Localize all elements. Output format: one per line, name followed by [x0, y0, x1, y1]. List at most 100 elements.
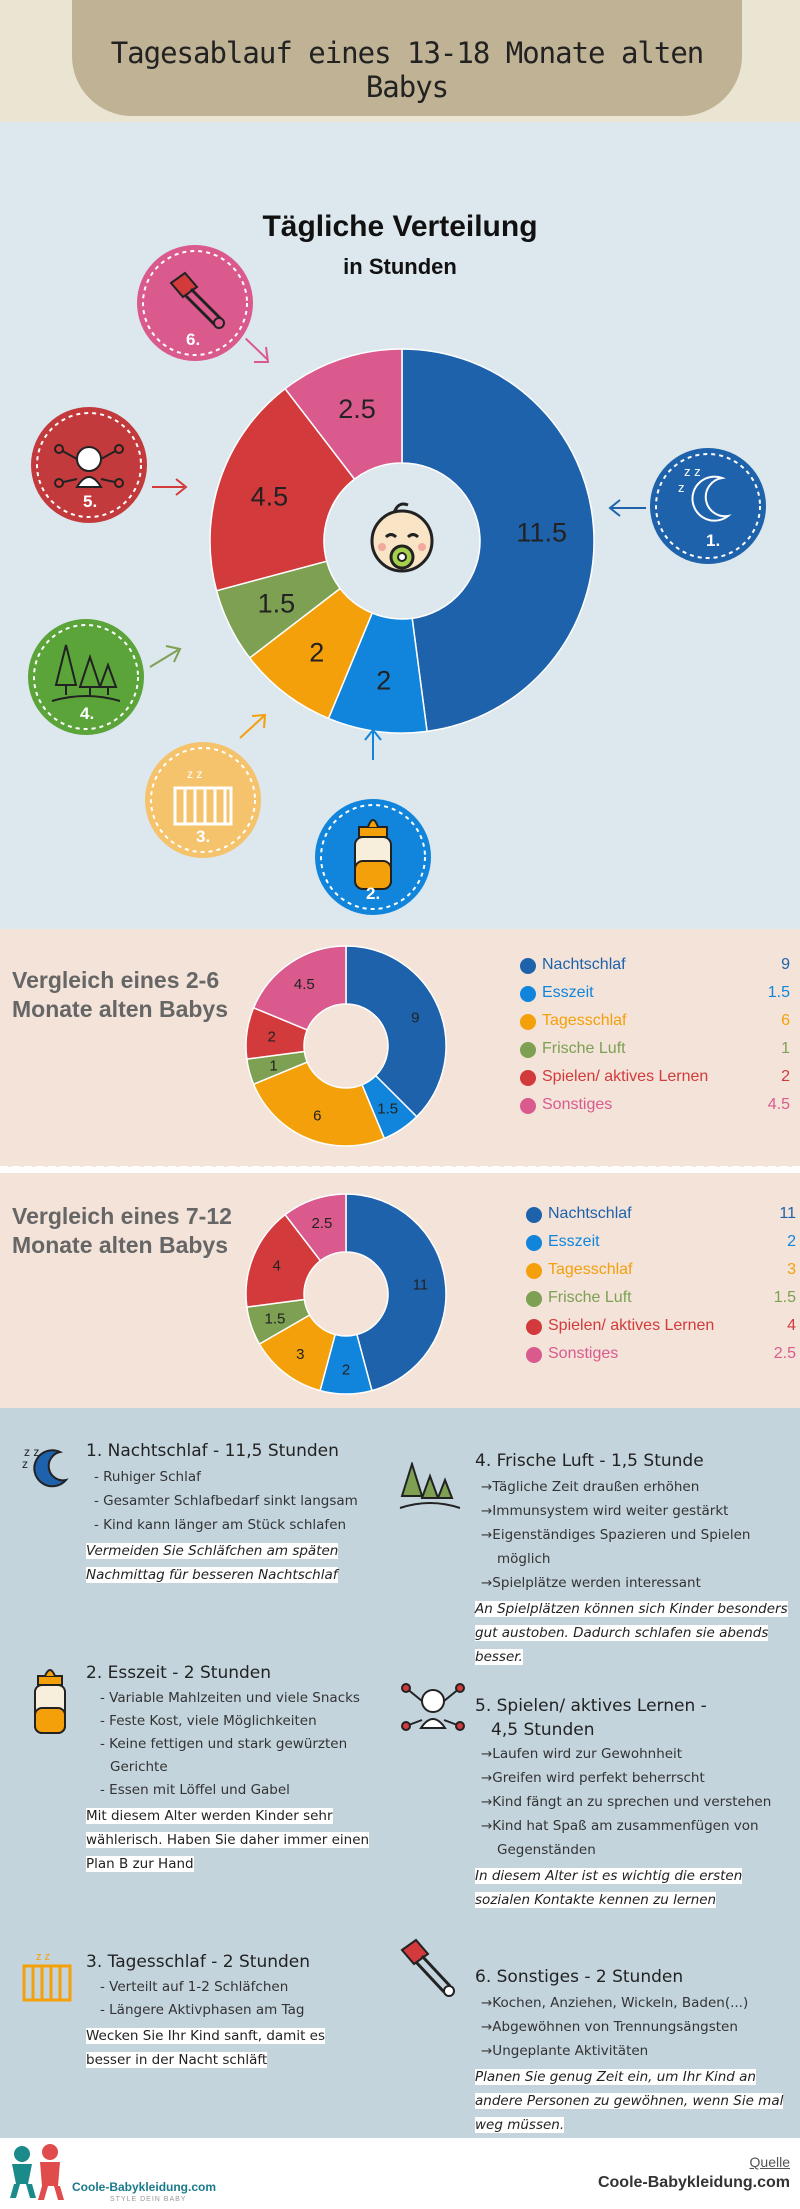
detail-2-note: wählerisch. Haben Sie daher immer einen [86, 1832, 369, 1848]
detail-4-title: 4. Frische Luft - 1,5 Stunde [475, 1451, 795, 1471]
legend-value: 6 [781, 1012, 790, 1030]
detail-4-item: möglich [497, 1547, 795, 1571]
detail-1-item: - Ruhiger Schlaf [94, 1465, 386, 1489]
legend-item: Nachtschlaf9 [520, 955, 790, 983]
legend-value: 1 [781, 1040, 790, 1058]
section-divider [0, 1166, 800, 1170]
detail-5-note: In diesem Alter ist es wichtig die erste… [475, 1868, 742, 1884]
detail-6-item: →Kochen, Anziehen, Wickeln, Baden(...) [481, 1991, 795, 2015]
circle-4-label: 4. [80, 704, 94, 723]
legend-item: Sonstiges 4.5 [520, 1095, 790, 1123]
legend-swatch [526, 1347, 542, 1363]
legend-swatch [520, 1070, 536, 1086]
detail-2-item: Gerichte [110, 1756, 386, 1779]
circle-6-label: 6. [186, 330, 200, 349]
legend-swatch [520, 1042, 536, 1058]
legend-value: 4.5 [768, 1096, 790, 1114]
detail-3-item: - Längere Aktivphasen am Tag [100, 1999, 386, 2022]
detail-4-note: gut austoben. Dadurch schlafen sie abend… [475, 1625, 768, 1641]
page-title: Tagesablauf eines 13-18 Monate alten Bab… [72, 36, 742, 104]
safety-pin-icon [398, 1938, 460, 2004]
detail-2-item: - Keine fettigen und stark gewürzten [100, 1733, 386, 1756]
legend-value: 2.5 [774, 1345, 796, 1363]
legend-item: Nachtschlaf11 [526, 1204, 796, 1232]
slice-label: 1.5 [265, 1310, 286, 1327]
detail-1-note: Nachmittag für besseren Nachtschlaf [86, 1567, 338, 1583]
detail-4-note: An Spielplätzen können sich Kinder beson… [475, 1601, 788, 1617]
legend-label: Frische Luft [542, 1040, 626, 1058]
legend-swatch [526, 1319, 542, 1335]
legend-label: Tagesschlaf [548, 1261, 633, 1279]
detail-3-title: 3. Tagesschlaf - 2 Stunden [86, 1952, 386, 1972]
slice-label: 1 [269, 1058, 277, 1075]
legend-value: 2 [787, 1233, 796, 1251]
title-banner: Tagesablauf eines 13-18 Monate alten Bab… [72, 0, 742, 116]
detail-5-item: →Greifen wird perfekt beherrscht [481, 1766, 795, 1790]
detail-5-title-line1: 5. Spielen/ aktives Lernen - [475, 1696, 795, 1716]
legend-swatch [526, 1207, 542, 1223]
detail-4-item: →Spielplätze werden interessant [481, 1571, 795, 1595]
logo-tagline: STYLE DEIN BABY [110, 2196, 186, 2203]
legend-label: Tagesschlaf [542, 1012, 627, 1030]
detail-esszeit: 2. Esszeit - 2 Stunden - Variable Mahlze… [86, 1663, 386, 1876]
slice-label: 11.5 [516, 517, 567, 547]
slice-label: 6 [313, 1108, 321, 1125]
slice-label: 1.5 [377, 1101, 398, 1118]
legend-value: 1.5 [774, 1289, 796, 1307]
slice-label: 11 [413, 1276, 429, 1293]
detail-2-note: Plan B zur Hand [86, 1856, 194, 1872]
svg-text:z: z [678, 480, 685, 495]
detail-3-note: Wecken Sie Ihr Kind sanft, damit es [86, 2028, 325, 2044]
svg-text:z z: z z [684, 464, 701, 479]
detail-6-item: →Ungeplante Aktivitäten [481, 2039, 795, 2063]
detail-1-item: - Gesamter Schlafbedarf sinkt langsam [94, 1489, 386, 1513]
detail-spielen: 5. Spielen/ aktives Lernen - 4,5 Stunden… [475, 1696, 795, 1912]
circle-3-label: 3. [196, 827, 210, 846]
legend-swatch [526, 1263, 542, 1279]
compare-2-title: Vergleich eines 7-12 Monate alten Babys [12, 1202, 252, 1260]
detail-4-note: besser. [475, 1649, 523, 1665]
detail-2-note: Mit diesem Alter werden Kinder sehr [86, 1808, 333, 1824]
source-link[interactable]: Quelle [750, 2154, 790, 2170]
legend-label: Sonstiges [542, 1096, 612, 1114]
legend-label: Esszeit [542, 984, 594, 1002]
slice-label: 4.5 [251, 481, 289, 511]
slice-label: 1.5 [258, 588, 296, 618]
detail-6-title: 6. Sonstiges - 2 Stunden [475, 1967, 795, 1987]
legend-label: Spielen/ aktives Lernen [542, 1068, 708, 1086]
detail-1-title: 1. Nachtschlaf - 11,5 Stunden [86, 1441, 386, 1461]
logo-icon [4, 2142, 74, 2202]
detail-2-item: - Essen mit Löffel und Gabel [100, 1779, 386, 1802]
logo-text: Coole-Babykleidung.com [72, 2180, 216, 2194]
slice-label: 4.5 [294, 976, 315, 993]
legend-item: Frische Luft 1 [520, 1039, 790, 1067]
trees-icon [398, 1462, 462, 1514]
detail-6-note: andere Personen zu gewöhnen, wenn Sie ma… [475, 2093, 783, 2109]
detail-5-note: sozialen Kontakte kennen zu lernen [475, 1892, 716, 1908]
detail-2-item: - Feste Kost, viele Möglichkeiten [100, 1710, 386, 1733]
baby-face-icon [372, 504, 432, 571]
legend-item: Esszeit1.5 [520, 983, 790, 1011]
detail-4-item: →Eigenständiges Spazieren und Spielen [481, 1523, 795, 1547]
bottle-icon [30, 1666, 70, 1738]
arrow-1-icon [610, 500, 648, 516]
crib-icon: z z [18, 1946, 78, 2006]
circle-2-label: 2. [366, 884, 380, 903]
slice-label: 2.5 [311, 1215, 332, 1232]
compare-1-title: Vergleich eines 2-6 Monate alten Babys [12, 966, 252, 1024]
slice-label: 2 [376, 665, 391, 695]
compare-2-title-line2: Monate alten Babys [12, 1231, 252, 1260]
detail-6-note: Planen Sie genug Zeit ein, um Ihr Kind a… [475, 2069, 756, 2085]
bottle-icon [355, 820, 391, 889]
detail-5-item: →Laufen wird zur Gewohnheit [481, 1742, 795, 1766]
detail-2-item: - Variable Mahlzeiten und viele Snacks [100, 1687, 386, 1710]
detail-4-item: →Immunsystem wird weiter gestärkt [481, 1499, 795, 1523]
legend-item: Esszeit2 [526, 1232, 796, 1260]
legend-label: Frische Luft [548, 1289, 632, 1307]
slice-label: 2 [309, 638, 324, 668]
legend-label: Spielen/ aktives Lernen [548, 1317, 714, 1335]
legend-swatch [520, 986, 536, 1002]
legend-value: 4 [787, 1317, 796, 1335]
legend-item: Tagesschlaf 6 [520, 1011, 790, 1039]
legend-value: 2 [781, 1068, 790, 1086]
